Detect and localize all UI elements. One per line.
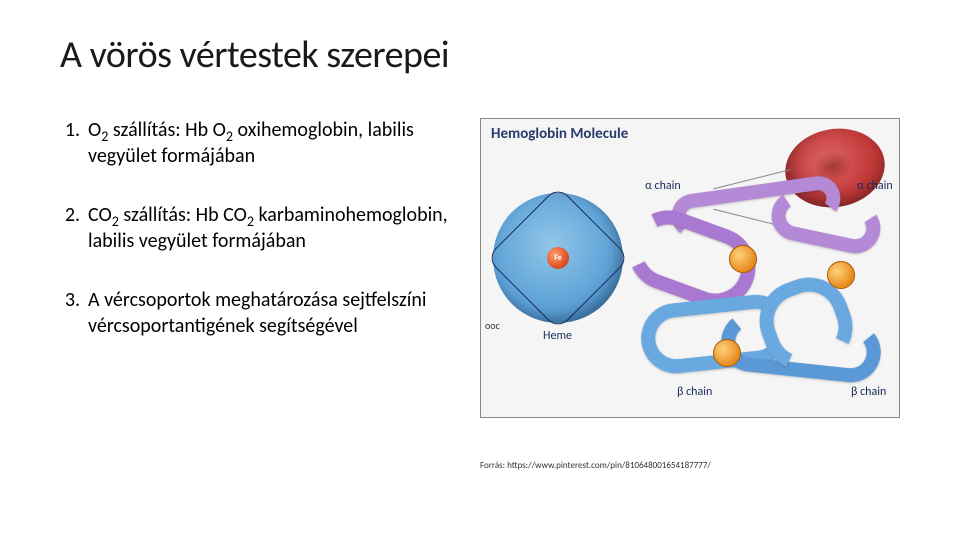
alpha-chain-label: α chain — [645, 179, 681, 193]
subscript: 2 — [112, 213, 119, 230]
content-row: 1. O2 szállítás: Hb O2 oxihemoglobin, la… — [60, 118, 900, 418]
heme-label: Heme — [543, 329, 572, 343]
slide-title: A vörös vértestek szerepei — [60, 32, 900, 78]
list-body: A vércsoportok meghatározása sejtfelszín… — [88, 288, 460, 339]
list-body: O2 szállítás: Hb O2 oxihemoglobin, labil… — [88, 118, 460, 169]
heme-group-icon — [713, 339, 741, 367]
list-body: CO2 szállítás: Hb CO2 karbaminohemoglobi… — [88, 203, 460, 254]
globin-chains-icon — [631, 189, 886, 404]
ooc-label: ooc — [485, 319, 500, 332]
subscript: 2 — [247, 213, 254, 230]
list-item: 1. O2 szállítás: Hb O2 oxihemoglobin, la… — [60, 118, 460, 169]
hemoglobin-figure: Hemoglobin Molecule Fe Heme ooc — [480, 118, 900, 418]
slide: A vörös vértestek szerepei 1. O 2 szállít… — [0, 0, 960, 540]
list-number: 3. — [60, 288, 88, 339]
text: szállítás: Hb O — [108, 118, 226, 142]
figure-title: Hemoglobin Molecule — [491, 125, 628, 143]
text: O — [88, 118, 101, 142]
figure-column: Hemoglobin Molecule Fe Heme ooc — [480, 118, 900, 418]
list-number: 1. — [60, 118, 88, 169]
heme-group-icon — [729, 245, 757, 273]
beta-chain-label: β chain — [851, 385, 886, 399]
subscript: 2 — [226, 128, 233, 145]
alpha-chain-icon — [767, 186, 885, 258]
alpha-chain-label: α chain — [857, 179, 893, 193]
list-number: 2. — [60, 203, 88, 254]
beta-chain-label: β chain — [677, 385, 712, 399]
text: szállítás: Hb CO — [119, 203, 247, 227]
text: A vércsoportok meghatározása sejtfelszín… — [88, 288, 426, 338]
list-column: 1. O2 szállítás: Hb O2 oxihemoglobin, la… — [60, 118, 460, 418]
source-caption: Forrás: https://www.pinterest.com/pin/81… — [480, 460, 711, 471]
iron-atom-icon: Fe — [547, 247, 569, 269]
heme-structure-icon: Fe — [493, 193, 623, 323]
list-item: 2. CO2 szállítás: Hb CO2 karbaminohemogl… — [60, 203, 460, 254]
text: CO — [88, 203, 112, 227]
list-item: 3. A vércsoportok meghatározása sejtfels… — [60, 288, 460, 339]
heme-group-icon — [827, 261, 855, 289]
